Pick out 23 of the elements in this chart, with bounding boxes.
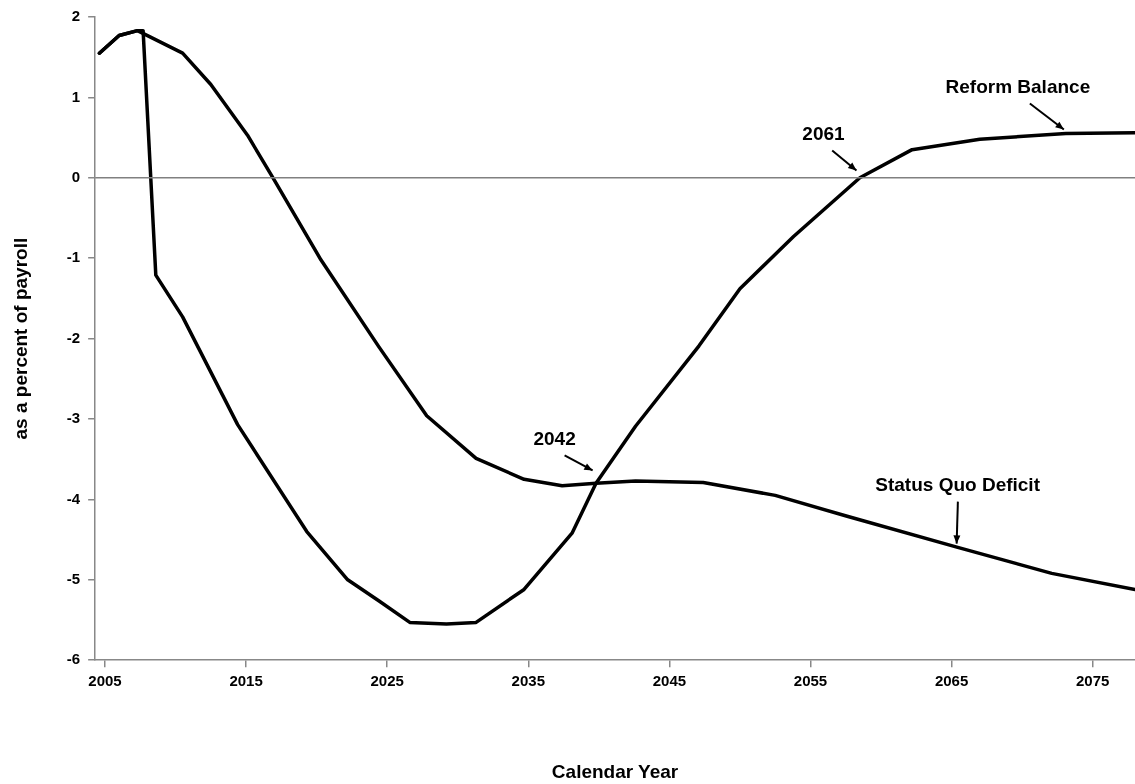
y-tick-label: -2 [66,328,81,346]
y-tick-label: -4 [66,489,81,507]
y-axis-title: as a percent of payroll [9,237,31,440]
x-tick-label: 2055 [793,672,828,690]
x-tick-label: 2065 [934,672,969,690]
annotation: Status Quo Deficit [875,473,1041,495]
x-axis-title: Calendar Year [551,760,679,782]
y-tick-label: -1 [66,248,81,266]
y-tick-label: 0 [71,167,81,185]
x-tick-label: 2075 [1075,672,1110,690]
annotation: 2042 [533,427,576,449]
x-tick-label: 2005 [88,672,122,690]
x-tick-label: 2025 [370,672,404,690]
x-tick-label: 2045 [652,672,687,690]
annotation: 2061 [802,122,846,144]
y-tick-label: 1 [71,87,81,105]
y-tick-label: -3 [66,409,81,427]
annotation: Reform Balance [945,75,1091,97]
y-tick-label: 2 [71,7,81,25]
y-tick-label: -6 [66,650,81,668]
y-tick-label: -5 [66,569,81,587]
x-tick-label: 2035 [511,672,545,690]
x-tick-label: 2015 [229,672,263,690]
